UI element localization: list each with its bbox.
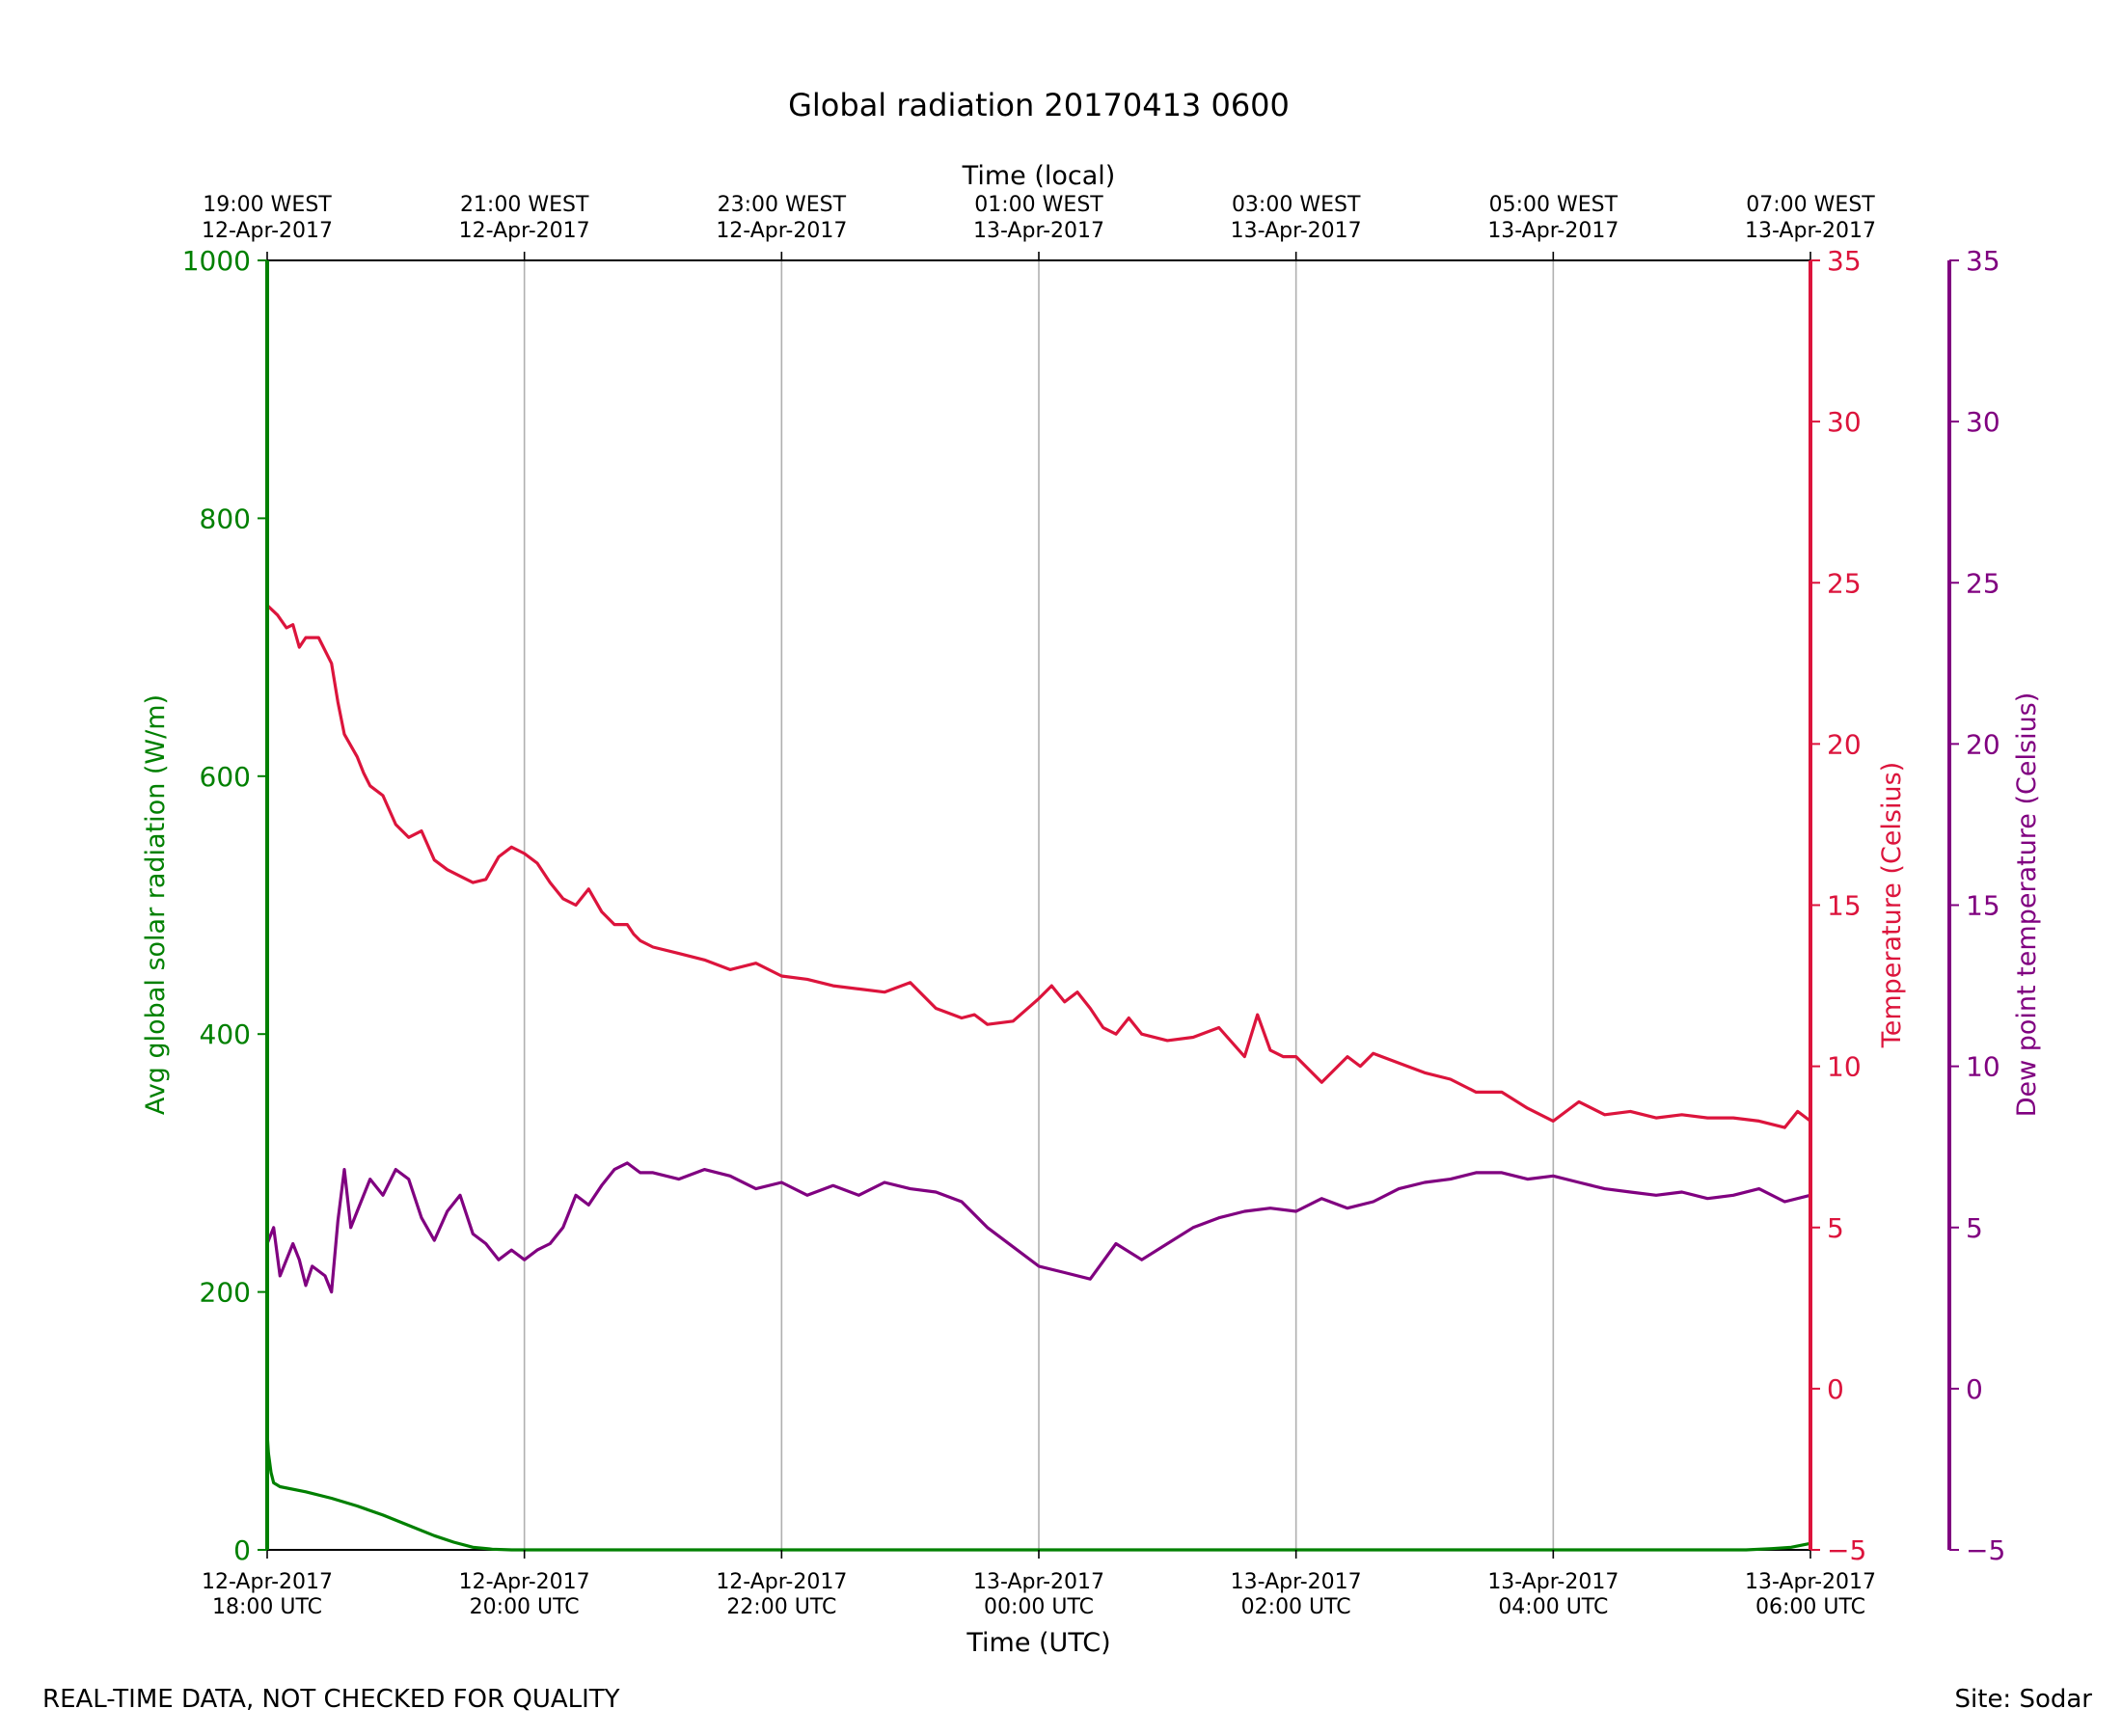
x2-tick-label-time: 23:00 WEST xyxy=(718,193,847,217)
x2-tick-label-date: 13-Apr-2017 xyxy=(973,219,1104,243)
radiation-axis-label: Avg global solar radiation (W/m) xyxy=(141,694,171,1115)
axes-layer xyxy=(258,252,1959,1559)
dewpoint-tick-label: −5 xyxy=(1966,1534,2005,1566)
temperature-tick-label: 20 xyxy=(1827,728,1862,760)
x-tick-label-time: 00:00 UTC xyxy=(984,1595,1094,1619)
x2-tick-label-date: 13-Apr-2017 xyxy=(1745,219,1876,243)
dewpoint-tick-label: 0 xyxy=(1966,1373,1983,1405)
dewpoint-tick-label: 30 xyxy=(1966,406,2000,438)
radiation-series-line xyxy=(265,1433,1811,1552)
x-tick-label-date: 12-Apr-2017 xyxy=(716,1570,847,1594)
x2-tick-label-time: 19:00 WEST xyxy=(203,193,332,217)
temperature-tick-label: 15 xyxy=(1827,890,1862,922)
x-tick-label-date: 13-Apr-2017 xyxy=(1487,1570,1619,1594)
x2-tick-label-date: 13-Apr-2017 xyxy=(1231,219,1362,243)
temperature-tick-label: 25 xyxy=(1827,567,1862,599)
temperature-tick-label: 5 xyxy=(1827,1212,1844,1244)
temperature-tick-label: 30 xyxy=(1827,406,1862,438)
x2-tick-label-date: 12-Apr-2017 xyxy=(459,219,590,243)
series-layer xyxy=(265,604,1811,1552)
text-layer: Global radiation 20170413 0600 Time (loca… xyxy=(141,87,2042,1658)
x-tick-label-date: 13-Apr-2017 xyxy=(1231,1570,1362,1594)
radiation-tick-label: 800 xyxy=(200,502,251,534)
x2-tick-label-time: 03:00 WEST xyxy=(1232,193,1361,217)
dewpoint-tick-label: 15 xyxy=(1966,890,2000,922)
x2-tick-label-date: 12-Apr-2017 xyxy=(202,219,333,243)
radiation-tick-label: 600 xyxy=(200,761,251,793)
radiation-tick-label: 0 xyxy=(233,1534,251,1566)
x-tick-label-time: 18:00 UTC xyxy=(212,1595,322,1619)
footer-disclaimer: REAL-TIME DATA, NOT CHECKED FOR QUALITY xyxy=(42,1685,620,1714)
temperature-tick-label: 10 xyxy=(1827,1051,1862,1083)
x2-tick-label-date: 13-Apr-2017 xyxy=(1487,219,1619,243)
x-tick-label-date: 12-Apr-2017 xyxy=(459,1570,590,1594)
temperature-axis-label: Temperature (Celsius) xyxy=(1877,762,1907,1048)
x-tick-label-time: 22:00 UTC xyxy=(726,1595,836,1619)
x-tick-label-time: 04:00 UTC xyxy=(1498,1595,1608,1619)
bottom-axis-label: Time (UTC) xyxy=(966,1628,1110,1658)
x-tick-label-time: 06:00 UTC xyxy=(1755,1595,1865,1619)
temperature-series-line xyxy=(265,604,1811,1129)
dewpoint-tick-label: 10 xyxy=(1966,1051,2000,1083)
x-tick-label-date: 13-Apr-2017 xyxy=(1745,1570,1876,1594)
grid xyxy=(523,260,1555,1550)
x2-tick-label-time: 21:00 WEST xyxy=(460,193,589,217)
top-axis-label: Time (local) xyxy=(962,161,1116,191)
temperature-tick-label: 0 xyxy=(1827,1373,1844,1405)
footer-site: Site: Sodar xyxy=(1954,1685,2092,1714)
dewpoint-series-line xyxy=(265,1161,1811,1294)
temperature-tick-label: −5 xyxy=(1827,1534,1866,1566)
dewpoint-tick-label: 35 xyxy=(1966,245,2000,277)
radiation-tick-label: 400 xyxy=(200,1018,251,1050)
x2-tick-label-date: 12-Apr-2017 xyxy=(716,219,847,243)
chart-title: Global radiation 20170413 0600 xyxy=(788,87,1290,123)
radiation-tick-label: 200 xyxy=(200,1277,251,1309)
x2-tick-label-time: 07:00 WEST xyxy=(1746,193,1875,217)
x-tick-label-date: 13-Apr-2017 xyxy=(973,1570,1104,1594)
dewpoint-tick-label: 5 xyxy=(1966,1212,1983,1244)
x2-tick-label-time: 05:00 WEST xyxy=(1489,193,1619,217)
dewpoint-tick-label: 20 xyxy=(1966,728,2000,760)
x-tick-label-date: 12-Apr-2017 xyxy=(202,1570,333,1594)
dewpoint-tick-label: 25 xyxy=(1966,567,2000,599)
x2-tick-label-time: 01:00 WEST xyxy=(974,193,1103,217)
x-tick-label-time: 02:00 UTC xyxy=(1241,1595,1351,1619)
x-tick-label-time: 20:00 UTC xyxy=(470,1595,580,1619)
temperature-tick-label: 35 xyxy=(1827,245,1862,277)
radiation-tick-label: 1000 xyxy=(182,245,251,277)
dewpoint-axis-label: Dew point temperature (Celsius) xyxy=(2012,692,2042,1118)
